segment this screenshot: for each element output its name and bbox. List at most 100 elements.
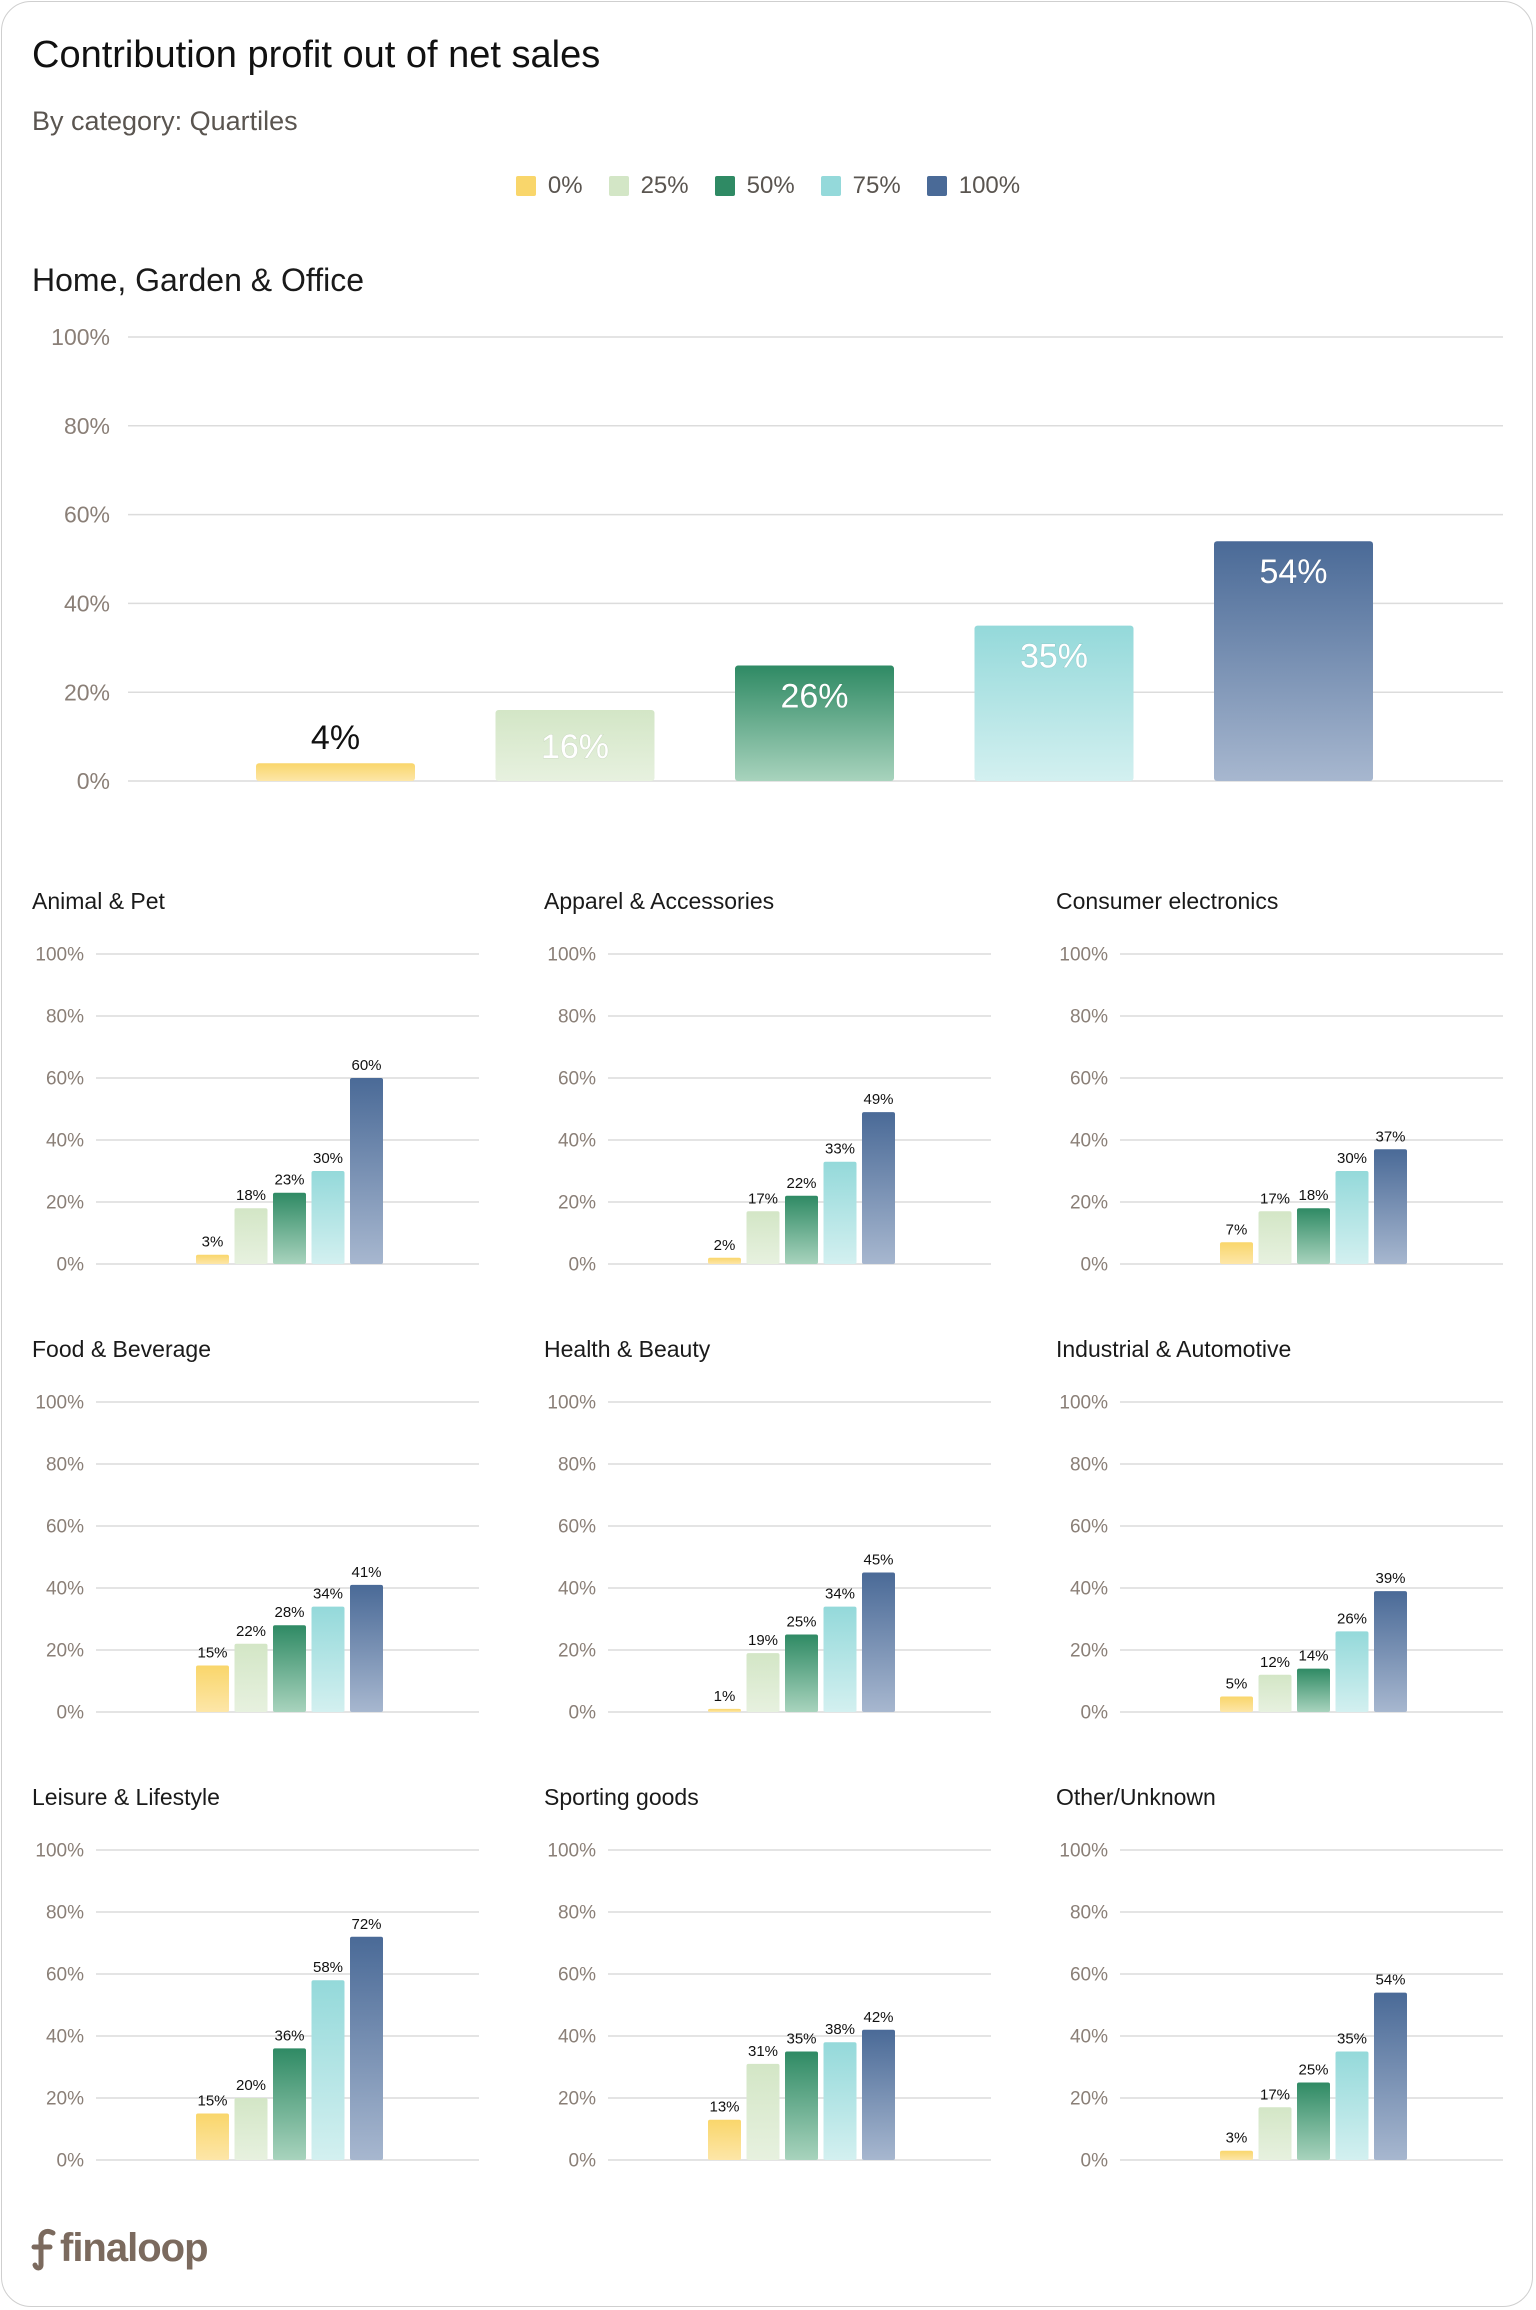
chart-title-industrial-automotive: Industrial & Automotive [1056,1336,1292,1362]
bar-25pct[interactable] [1258,1211,1292,1264]
y-tick-label: 40% [46,1131,84,1152]
bar-value-label: 12% [1260,1654,1290,1671]
legend-item-0[interactable]: 0% [515,172,583,200]
bar-25pct[interactable] [234,2098,268,2160]
bar-75pct[interactable] [823,1161,857,1264]
legend-item-25[interactable]: 25% [608,172,689,200]
bar-100pct[interactable] [1214,541,1373,781]
bar-75pct[interactable] [311,1171,345,1264]
bar-value-label: 17% [748,1190,778,1207]
bar-value-label: 35% [1020,638,1088,676]
bar-value-label: 18% [236,1187,266,1204]
bar-100pct[interactable] [1374,1591,1407,1712]
y-tick-label: 0% [1081,2151,1109,2172]
bar-25pct[interactable] [495,709,655,781]
bar-100pct[interactable] [350,1078,383,1264]
bar-value-label: 34% [313,1586,343,1603]
bar-value-label: 23% [274,1172,304,1189]
y-tick-label: 60% [558,1069,596,1090]
y-tick-label: 80% [558,1903,596,1924]
y-tick-label: 80% [46,1007,84,1028]
bar-value-label: 17% [1260,2086,1290,2103]
bar-0pct[interactable] [256,763,415,781]
bar-50pct[interactable] [273,2048,306,2160]
bar-100pct[interactable] [350,1936,383,2160]
bar-0pct[interactable] [1220,2150,1253,2160]
chart-title-apparel-accessories: Apparel & Accessories [544,888,775,914]
bar-25pct[interactable] [746,1211,780,1264]
y-tick-label: 0% [57,2151,85,2172]
legend-item-100[interactable]: 100% [926,172,1020,200]
bar-50pct[interactable] [273,1192,306,1264]
bar-value-label: 7% [1226,1221,1248,1238]
bar-50pct[interactable] [735,665,894,781]
chart-title-sporting-goods: Sporting goods [544,1784,699,1810]
bar-0pct[interactable] [196,2113,229,2161]
y-tick-label: 20% [1070,1193,1108,1214]
bar-50pct[interactable] [785,2051,818,2161]
bar-value-label: 3% [1226,2130,1248,2147]
bar-100pct[interactable] [1374,1992,1407,2160]
y-tick-label: 100% [547,1841,596,1862]
bar-75pct[interactable] [311,1606,345,1712]
legend-swatch [926,176,947,196]
bar-75pct[interactable] [1335,1171,1369,1264]
bar-0pct[interactable] [196,1665,229,1713]
bar-0pct[interactable] [196,1254,229,1264]
bar-25pct[interactable] [1258,1674,1292,1712]
bar-100pct[interactable] [862,2029,895,2160]
bar-100pct[interactable] [1374,1149,1407,1264]
y-tick-label: 40% [64,590,110,616]
bar-value-label: 4% [311,719,360,757]
bar-75pct[interactable] [1335,1631,1369,1712]
bar-100pct[interactable] [350,1584,383,1712]
legend-label: 50% [746,172,795,199]
bar-75pct[interactable] [823,1606,857,1712]
bar-25pct[interactable] [234,1643,268,1712]
bar-50pct[interactable] [1297,1208,1330,1264]
y-tick-label: 0% [57,1255,85,1276]
legend-label: 75% [852,172,901,199]
bar-value-label: 49% [863,1091,893,1108]
bar-75pct[interactable] [311,1980,345,2160]
bar-0pct[interactable] [708,2119,741,2160]
bar-50pct[interactable] [273,1625,306,1712]
y-tick-label: 0% [57,1703,85,1724]
bar-50pct[interactable] [1297,2082,1330,2161]
bar-25pct[interactable] [1258,2107,1292,2160]
bar-50pct[interactable] [785,1634,818,1713]
bar-0pct[interactable] [1220,1696,1253,1713]
y-tick-label: 60% [558,1517,596,1538]
y-tick-label: 40% [46,1579,84,1600]
legend-item-75[interactable]: 75% [820,172,901,200]
y-tick-label: 20% [46,2089,84,2110]
bar-25pct[interactable] [746,1653,780,1712]
bar-25pct[interactable] [746,2063,780,2160]
legend-item-50[interactable]: 50% [714,172,795,200]
y-tick-label: 20% [46,1641,84,1662]
bar-value-label: 33% [825,1141,855,1158]
bar-50pct[interactable] [1297,1668,1330,1712]
bar-75pct[interactable] [823,2042,857,2160]
bar-0pct[interactable] [1220,1242,1253,1264]
bar-75pct[interactable] [974,625,1134,781]
bar-50pct[interactable] [785,1195,818,1264]
bar-0pct[interactable] [708,1257,741,1264]
legend-swatch [608,176,629,196]
legend-label: 0% [547,172,583,199]
y-tick-label: 80% [46,1903,84,1924]
bar-value-label: 5% [1226,1676,1248,1693]
y-tick-label: 100% [1059,1393,1108,1414]
bar-100pct[interactable] [862,1112,895,1264]
bar-value-label: 31% [748,2043,778,2060]
bar-0pct[interactable] [708,1708,741,1712]
bar-75pct[interactable] [1335,2051,1369,2161]
bar-value-label: 35% [1337,2031,1367,2048]
bar-25pct[interactable] [234,1208,268,1264]
y-tick-label: 100% [35,1393,84,1414]
y-tick-label: 20% [558,2089,596,2110]
bar-100pct[interactable] [862,1572,895,1713]
